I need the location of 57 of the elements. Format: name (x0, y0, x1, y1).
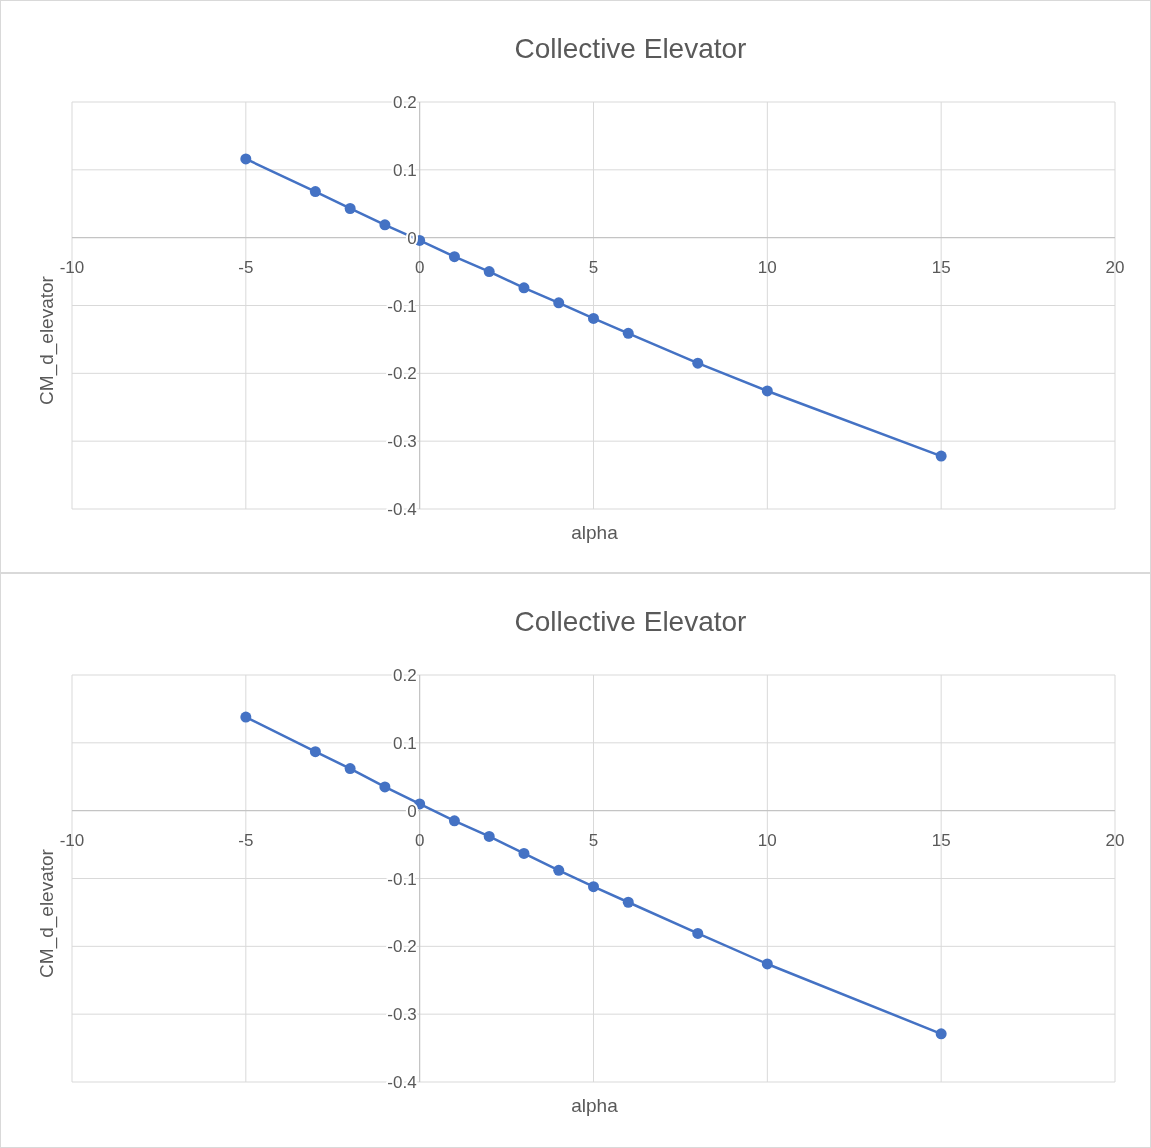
y-tick-label: -0.3 (387, 1005, 417, 1025)
point (692, 357, 704, 369)
y-tick-label: 0.1 (393, 733, 417, 753)
point (761, 958, 773, 970)
x-tick-label: 15 (931, 830, 951, 850)
point (240, 711, 252, 723)
y-tick-label: 0.2 (393, 666, 417, 685)
x-tick-label: -5 (238, 830, 254, 850)
point (588, 881, 599, 893)
point (344, 763, 356, 775)
point (692, 927, 704, 939)
point (483, 830, 495, 842)
point (553, 297, 565, 309)
y-tick-label: 0.1 (393, 160, 417, 180)
point (309, 186, 321, 198)
x-tick-label: -10 (59, 257, 85, 277)
y-tick-label: 0 (407, 801, 417, 821)
y-axis-title: CM_d_elevator (36, 848, 58, 978)
point (379, 219, 391, 231)
y-tick-label: -0.3 (387, 432, 417, 452)
point (553, 864, 565, 876)
x-tick-label: 10 (757, 830, 777, 850)
point (622, 327, 634, 339)
x-tick-label: -10 (59, 830, 85, 850)
point (518, 847, 530, 859)
y-tick-label: -0.2 (387, 937, 417, 957)
point (483, 266, 495, 278)
point (935, 1028, 947, 1040)
x-tick-label: -5 (238, 257, 254, 277)
point (448, 815, 460, 827)
x-tick-label: 10 (757, 257, 777, 277)
point (240, 153, 252, 165)
x-tick-label: 15 (931, 257, 951, 277)
chart-title: Collective Elevator (514, 606, 747, 637)
point (518, 282, 530, 294)
point (379, 781, 391, 793)
y-tick-label: -0.2 (387, 364, 417, 384)
y-tick-label: -0.1 (387, 869, 417, 889)
y-tick-label: 0.2 (393, 93, 417, 112)
y-axis-title: CM_d_elevator (36, 275, 58, 405)
point (622, 896, 634, 908)
y-tick-label: -0.1 (387, 296, 417, 316)
point (761, 385, 773, 397)
x-tick-label: 5 (588, 830, 599, 850)
x-tick-label: 20 (1105, 830, 1125, 850)
x-tick-label: 5 (588, 257, 599, 277)
point (344, 203, 356, 214)
point (588, 312, 599, 324)
point (448, 251, 460, 263)
x-tick-label: 20 (1105, 257, 1125, 277)
y-tick-label: -0.4 (387, 500, 417, 519)
point (935, 450, 947, 462)
chart-title: Collective Elevator (514, 33, 747, 64)
y-tick-label: -0.4 (387, 1073, 417, 1092)
point (309, 746, 321, 758)
x-axis-title: alpha (571, 1095, 619, 1116)
x-axis-title: alpha (571, 522, 619, 543)
